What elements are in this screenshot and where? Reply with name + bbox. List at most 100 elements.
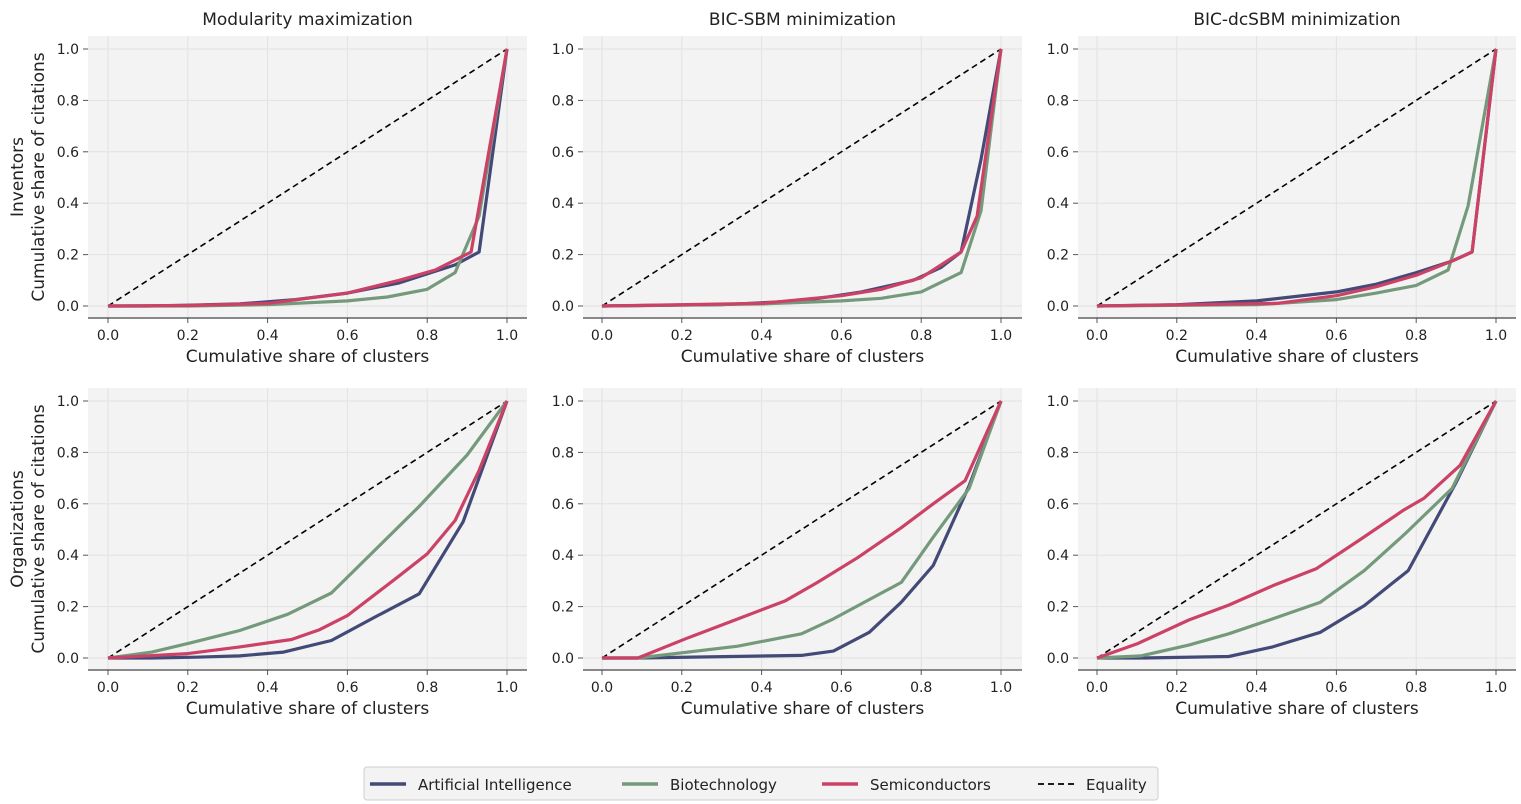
x-tick-label: 0.6 (830, 328, 852, 344)
x-tick-label: 0.0 (591, 328, 613, 344)
x-tick-label: 0.0 (97, 680, 119, 696)
x-tick-label: 0.8 (910, 680, 932, 696)
equality-line (601, 48, 1002, 307)
legend-label: Biotechnology (670, 776, 777, 794)
y-tick-label: 0.2 (552, 600, 574, 616)
x-tick-label: 0.2 (671, 328, 693, 344)
series-line-artificial-intelligence (602, 400, 1003, 660)
y-tick-label: 0.4 (1047, 548, 1069, 564)
y-tick-label: 1.0 (1047, 42, 1069, 58)
y-tick-label: 0.8 (57, 445, 79, 461)
x-tick-label: 0.6 (336, 328, 358, 344)
series-line-semiconductors (1096, 400, 1498, 660)
x-tick-label: 1.0 (1485, 680, 1507, 696)
y-tick-label: 0.6 (1047, 497, 1069, 513)
row-label: Organizations (8, 470, 28, 588)
subplot-r1-c2: 0.0 0.0 0.2 0.2 0.4 0.4 0.6 0.6 0.8 0.8 1.0 1.0 Cumu… (1047, 388, 1516, 719)
x-axis-label: Cumulative share of clusters (681, 699, 925, 719)
y-tick-label: 0.2 (57, 248, 79, 264)
y-tick-label: 0.2 (57, 600, 79, 616)
y-tick-label: 0.0 (57, 299, 79, 315)
equality-line (107, 48, 508, 307)
x-tick-label: 0.2 (177, 328, 199, 344)
x-tick-label: 0.2 (671, 680, 693, 696)
equality-line (1096, 400, 1497, 659)
x-tick-label: 1.0 (1485, 328, 1507, 344)
series-line-biotechnology (107, 400, 509, 660)
y-tick-label: 0.6 (57, 145, 79, 161)
x-tick-label: 0.8 (910, 328, 932, 344)
legend-label: Artificial Intelligence (418, 776, 572, 794)
x-axis-label: Cumulative share of clusters (1175, 699, 1419, 719)
y-tick-label: 0.8 (552, 93, 574, 109)
x-tick-label: 0.4 (1245, 680, 1267, 696)
y-tick-label: 0.4 (552, 196, 574, 212)
subplot-title: Modularity maximization (202, 10, 413, 30)
x-axis-label: Cumulative share of clusters (186, 347, 430, 367)
x-tick-label: 1.0 (496, 680, 518, 696)
y-tick-label: 0.0 (1047, 299, 1069, 315)
y-tick-label: 1.0 (57, 394, 79, 410)
series-line-semiconductors (601, 48, 1003, 308)
series-line-semiconductors (107, 400, 509, 660)
legend-label: Equality (1086, 776, 1147, 794)
equality-line (601, 400, 1002, 659)
x-tick-label: 0.8 (1405, 680, 1427, 696)
y-tick-label: 1.0 (57, 42, 79, 58)
x-tick-label: 0.4 (750, 328, 772, 344)
series-line-biotechnology (1096, 400, 1498, 660)
y-axis-label: Cumulative share of citations (29, 404, 49, 653)
x-tick-label: 0.2 (1166, 328, 1188, 344)
equality-line (107, 400, 508, 659)
x-tick-label: 0.6 (336, 680, 358, 696)
series-line-semiconductors (602, 400, 1003, 660)
x-tick-label: 0.4 (1245, 328, 1267, 344)
legend-label: Semiconductors (870, 776, 991, 794)
y-tick-label: 0.8 (552, 445, 574, 461)
x-tick-label: 0.0 (591, 680, 613, 696)
subplot-r1-c0: 0.0 0.0 0.2 0.2 0.4 0.4 0.6 0.6 0.8 0.8 1.0 1.0 Cumu… (8, 388, 527, 719)
x-tick-label: 1.0 (990, 680, 1012, 696)
y-tick-label: 0.0 (552, 651, 574, 667)
x-tick-label: 0.4 (256, 328, 278, 344)
x-tick-label: 0.2 (177, 680, 199, 696)
x-tick-label: 0.4 (750, 680, 772, 696)
x-tick-label: 0.4 (256, 680, 278, 696)
series-line-semiconductors (107, 48, 509, 308)
subplot-r0-c1: 0.0 0.0 0.2 0.2 0.4 0.4 0.6 0.6 0.8 0.8 1.0 1.0 Cumu… (552, 10, 1022, 367)
y-tick-label: 0.2 (1047, 600, 1069, 616)
y-tick-label: 1.0 (1047, 394, 1069, 410)
x-tick-label: 0.6 (1325, 328, 1347, 344)
subplot-r1-c1: 0.0 0.0 0.2 0.2 0.4 0.4 0.6 0.6 0.8 0.8 1.0 1.0 Cumu… (552, 388, 1022, 719)
y-tick-label: 0.0 (57, 651, 79, 667)
x-tick-label: 1.0 (496, 328, 518, 344)
x-axis-label: Cumulative share of clusters (1175, 347, 1419, 367)
y-tick-label: 0.8 (1047, 93, 1069, 109)
x-tick-label: 0.8 (1405, 328, 1427, 344)
y-tick-label: 0.4 (1047, 196, 1069, 212)
x-axis-label: Cumulative share of clusters (681, 347, 925, 367)
series-line-biotechnology (602, 400, 1003, 660)
y-tick-label: 0.6 (1047, 145, 1069, 161)
row-label: Inventors (8, 137, 28, 217)
x-tick-label: 0.8 (416, 328, 438, 344)
subplot-title: BIC-dcSBM minimization (1193, 10, 1400, 30)
y-tick-label: 0.4 (57, 548, 79, 564)
series-line-semiconductors (1096, 48, 1498, 308)
y-tick-label: 0.6 (57, 497, 79, 513)
x-tick-label: 0.0 (1086, 328, 1108, 344)
y-axis-label: Cumulative share of citations (29, 52, 49, 301)
y-tick-label: 0.8 (1047, 445, 1069, 461)
y-tick-label: 0.2 (552, 248, 574, 264)
y-tick-label: 0.6 (552, 497, 574, 513)
subplot-r0-c0: 0.0 0.0 0.2 0.2 0.4 0.4 0.6 0.6 0.8 0.8 1.0 1.0 Cumu… (8, 10, 527, 367)
y-tick-label: 1.0 (552, 42, 574, 58)
y-tick-label: 0.4 (552, 548, 574, 564)
y-tick-label: 0.0 (1047, 651, 1069, 667)
legend-box (363, 766, 1159, 801)
y-tick-label: 0.0 (552, 299, 574, 315)
subplot-r0-c2: 0.0 0.0 0.2 0.2 0.4 0.4 0.6 0.6 0.8 0.8 1.0 1.0 Cumu… (1047, 10, 1516, 367)
y-tick-label: 0.2 (1047, 248, 1069, 264)
y-tick-label: 0.8 (57, 93, 79, 109)
series-line-artificial-intelligence (1097, 400, 1498, 660)
